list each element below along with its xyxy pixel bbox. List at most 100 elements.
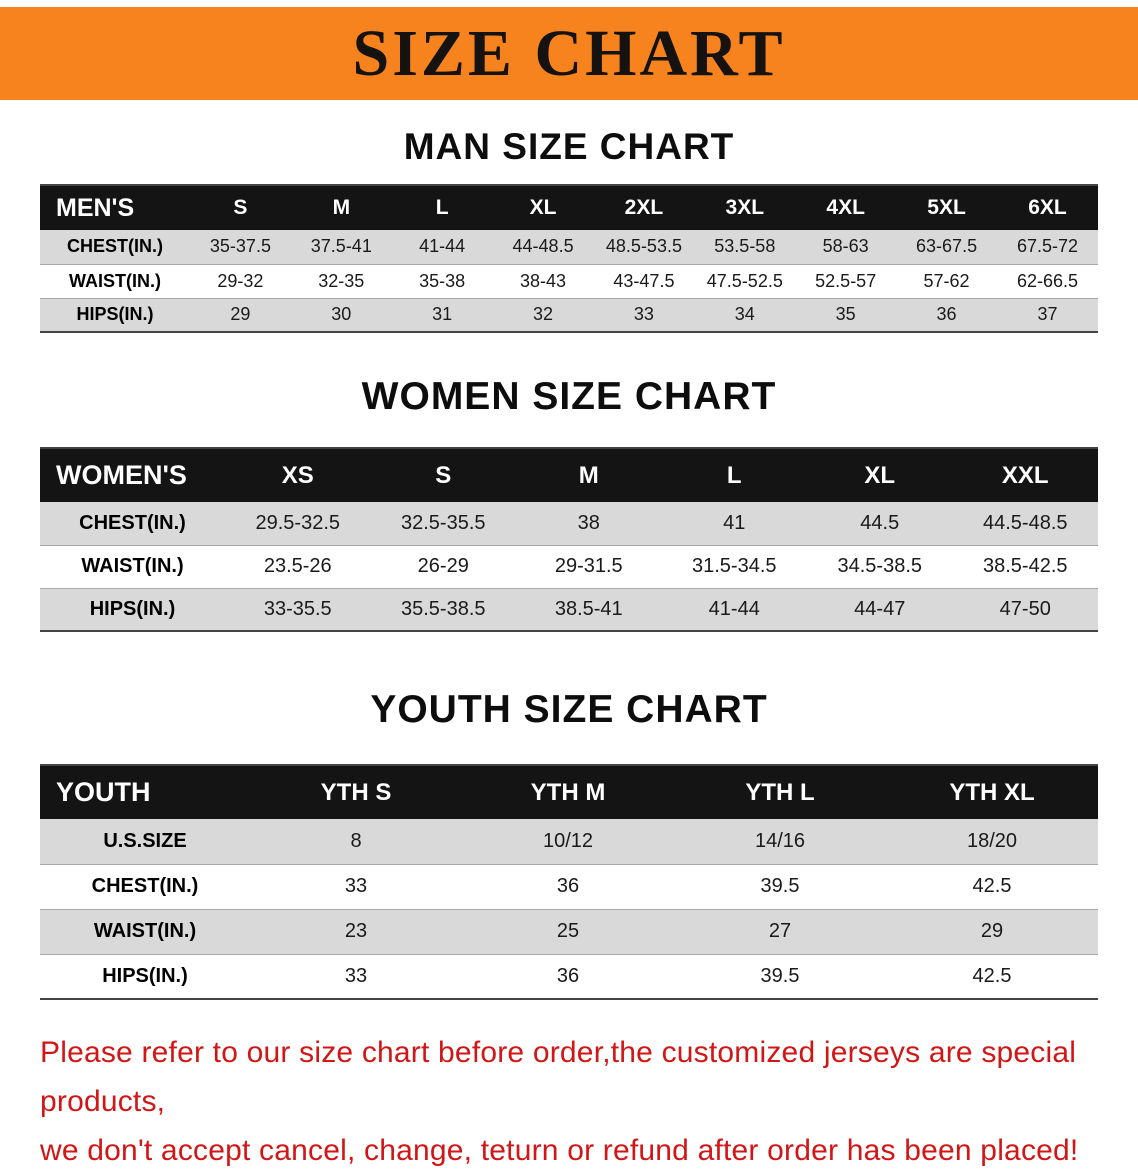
women-size-section: WOMEN SIZE CHART WOMEN'S XS S M L XL XXL CHEST(… xyxy=(0,375,1138,632)
women-section-heading: WOMEN SIZE CHART xyxy=(361,375,777,418)
size-column-header: YTH S xyxy=(320,778,392,806)
banner-title: SIZE CHART xyxy=(352,16,786,90)
table-row: HIPS(IN.) 33-35.5 35.5-38.5 38.5-41 41-44 44-… xyxy=(40,588,1098,631)
table-header-row: MEN'S S M L XL 2XL 3XL 4XL 5XL 6XL xyxy=(40,185,1098,230)
measurement-cell: 35 xyxy=(835,304,856,325)
table-header-row: WOMEN'S XS S M L XL XXL xyxy=(40,448,1098,502)
measurement-cell: 23.5-26 xyxy=(263,555,332,577)
table-row: CHEST(IN.) 33 36 39.5 42.5 xyxy=(40,864,1098,909)
row-label-cell: HIPS(IN.) xyxy=(89,597,176,620)
measurement-cell: 29 xyxy=(230,304,251,325)
table-row: HIPS(IN.) 33 36 39.5 42.5 xyxy=(40,954,1098,999)
measurement-cell: 8 xyxy=(350,829,362,852)
size-chart-banner: SIZE CHART xyxy=(0,7,1138,100)
table-row: HIPS(IN.) 29 30 31 32 33 34 35 36 37 xyxy=(40,298,1098,332)
order-policy-line-2: we don't accept cancel, change, teturn o… xyxy=(40,1134,1079,1167)
measurement-cell: 67.5-72 xyxy=(1016,236,1079,257)
table-row: WAIST(IN.) 23.5-26 26-29 29-31.5 31.5-34.5 34… xyxy=(40,545,1098,588)
measurement-cell: 10/12 xyxy=(542,829,594,852)
measurement-cell: 36 xyxy=(556,875,580,897)
measurement-cell: 29.5-32.5 xyxy=(255,511,340,534)
measurement-cell: 36 xyxy=(556,964,580,987)
table-header-row: YOUTH YTH S YTH M YTH L YTH XL xyxy=(40,765,1098,819)
measurement-cell: 38.5-42.5 xyxy=(982,555,1068,577)
table-row: WAIST(IN.) 23 25 27 29 xyxy=(40,909,1098,954)
row-label-cell: CHEST(IN.) xyxy=(79,511,186,534)
measurement-cell: 44-47 xyxy=(854,597,906,620)
size-column-header: L xyxy=(435,196,449,219)
table-title-cell: MEN'S xyxy=(56,193,135,222)
size-column-header: S xyxy=(435,461,452,489)
measurement-cell: 63-67.5 xyxy=(916,236,978,257)
row-label-cell: CHEST(IN.) xyxy=(67,236,163,257)
measurement-cell: 31 xyxy=(432,304,453,325)
measurement-cell: 44.5 xyxy=(860,511,900,534)
row-label-cell: HIPS(IN.) xyxy=(76,304,154,325)
man-section-heading: MAN SIZE CHART xyxy=(403,126,735,167)
row-label-cell: WAIST(IN.) xyxy=(69,270,161,291)
measurement-cell: 42.5 xyxy=(972,875,1012,897)
measurement-cell: 47-50 xyxy=(999,597,1051,620)
table-title-cell: YOUTH xyxy=(56,777,151,807)
size-column-header: 3XL xyxy=(725,196,765,219)
man-size-table: MEN'S S M L XL 2XL 3XL 4XL 5XL 6XL CHEST(IN.) 35-37… xyxy=(40,184,1098,333)
measurement-cell: 38 xyxy=(577,511,600,534)
measurement-cell: 36 xyxy=(936,304,957,325)
measurement-cell: 18/20 xyxy=(966,829,1018,852)
measurement-cell: 30 xyxy=(331,304,352,325)
measurement-cell: 34.5-38.5 xyxy=(837,555,922,577)
size-column-header: XS xyxy=(281,461,314,489)
measurement-cell: 38-43 xyxy=(520,270,567,291)
youth-size-section: YOUTH SIZE CHART YOUTH YTH S YTH M YTH L YTH… xyxy=(0,688,1138,1000)
row-label-cell: WAIST(IN.) xyxy=(93,920,197,942)
measurement-cell: 41-44 xyxy=(708,597,760,620)
order-policy-notice: Please refer to our size chart before or… xyxy=(40,1028,1138,1175)
measurement-cell: 41 xyxy=(723,511,746,534)
measurement-cell: 43-47.5 xyxy=(613,270,675,291)
table-row: CHEST(IN.) 29.5-32.5 32.5-35.5 38 41 44.5 44.5… xyxy=(40,502,1098,545)
size-column-header: M xyxy=(332,196,351,219)
measurement-cell: 41-44 xyxy=(419,236,466,257)
measurement-cell: 35-38 xyxy=(419,270,466,291)
size-column-header: L xyxy=(726,461,742,489)
row-label-cell: CHEST(IN.) xyxy=(91,875,199,897)
table-row: CHEST(IN.) 35-37.5 37.5-41 41-44 44-48.5 48.5… xyxy=(40,230,1098,264)
size-column-header: S xyxy=(233,196,248,219)
measurement-cell: 62-66.5 xyxy=(1016,270,1079,291)
size-column-header: 5XL xyxy=(927,196,966,219)
measurement-cell: 34 xyxy=(734,304,755,325)
measurement-cell: 35-37.5 xyxy=(209,236,271,257)
measurement-cell: 27 xyxy=(768,920,792,942)
measurement-cell: 31.5-34.5 xyxy=(691,555,777,577)
measurement-cell: 38.5-41 xyxy=(554,597,623,620)
women-size-table: WOMEN'S XS S M L XL XXL CHEST(IN.) 29.5-32.5 32.5… xyxy=(40,447,1098,632)
measurement-cell: 33 xyxy=(344,875,368,897)
measurement-cell: 23 xyxy=(344,920,368,942)
man-size-section: MAN SIZE CHART MEN'S S M L XL 2XL 3XL 4XL 5XL 6XL… xyxy=(0,126,1138,333)
measurement-cell: 58-63 xyxy=(822,236,869,257)
measurement-cell: 53.5-58 xyxy=(714,236,776,257)
measurement-cell: 39.5 xyxy=(760,964,800,987)
measurement-cell: 47.5-52.5 xyxy=(706,270,783,291)
measurement-cell: 32-35 xyxy=(318,270,365,291)
size-column-header: YTH XL xyxy=(949,778,1035,806)
measurement-cell: 57-62 xyxy=(923,270,970,291)
size-column-header: M xyxy=(578,461,599,489)
row-label-cell: U.S.SIZE xyxy=(103,829,187,852)
size-column-header: YTH L xyxy=(745,778,815,806)
youth-size-table: YOUTH YTH S YTH M YTH L YTH XL U.S.SIZE 8 10/12… xyxy=(40,764,1098,1000)
measurement-cell: 35.5-38.5 xyxy=(400,597,486,620)
measurement-cell: 39.5 xyxy=(760,875,800,897)
measurement-cell: 33 xyxy=(633,304,654,325)
measurement-cell: 44-48.5 xyxy=(512,236,574,257)
measurement-cell: 32.5-35.5 xyxy=(400,511,486,534)
measurement-cell: 33 xyxy=(344,964,368,987)
measurement-cell: 42.5 xyxy=(972,964,1012,987)
measurement-cell: 29-31.5 xyxy=(554,555,623,577)
row-label-cell: WAIST(IN.) xyxy=(81,555,184,577)
size-column-header: XL xyxy=(864,461,896,489)
measurement-cell: 52.5-57 xyxy=(815,270,877,291)
row-label-cell: HIPS(IN.) xyxy=(102,964,188,987)
table-row: U.S.SIZE 8 10/12 14/16 18/20 xyxy=(40,819,1098,864)
measurement-cell: 44.5-48.5 xyxy=(982,511,1068,534)
